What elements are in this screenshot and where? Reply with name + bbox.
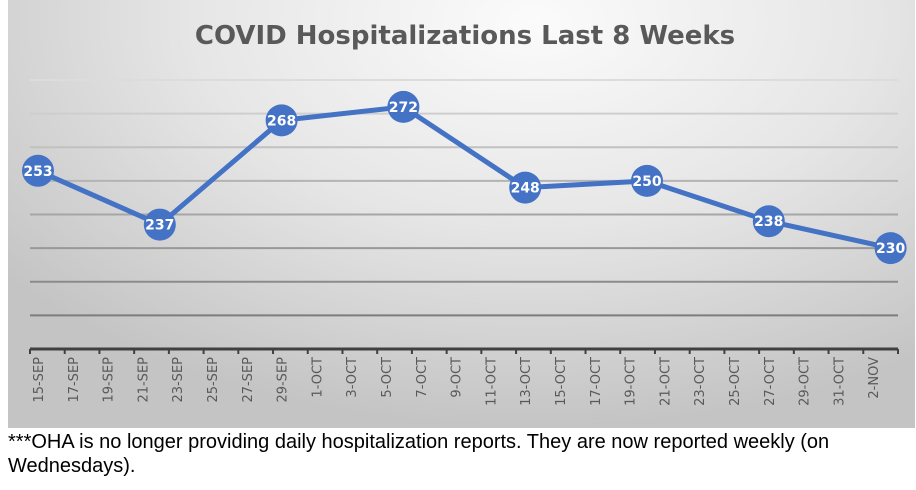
data-label: 248	[511, 181, 540, 197]
x-tick-label: 29-SEP	[276, 357, 291, 403]
data-label: 237	[145, 218, 174, 234]
data-label: 250	[632, 174, 661, 190]
chart-title: COVID Hospitalizations Last 8 Weeks	[195, 21, 735, 51]
series-line	[36, 104, 892, 251]
chart-area: COVID Hospitalizations Last 8 Weeks 15-S…	[8, 0, 915, 428]
x-tick-label: 15-OCT	[554, 357, 569, 406]
data-label: 230	[876, 241, 905, 257]
x-tick-label: 15-SEP	[32, 357, 47, 403]
x-tick-label: 5-OCT	[380, 357, 395, 398]
data-point	[631, 164, 663, 197]
x-tick-label: 9-OCT	[450, 357, 465, 398]
x-tick-label: 1-OCT	[310, 357, 325, 398]
x-tick-label: 11-OCT	[484, 357, 499, 406]
x-tick-label: 19-SEP	[102, 357, 117, 403]
x-tick-label: 27-SEP	[241, 357, 256, 403]
data-point	[387, 90, 420, 123]
x-tick-label: 23-SEP	[171, 357, 186, 403]
x-tick-label: 3-OCT	[345, 357, 360, 398]
x-tick-label: 13-OCT	[519, 357, 534, 406]
footnote: ***OHA is no longer providing daily hosp…	[8, 431, 830, 477]
data-point	[874, 232, 907, 265]
x-tick-label: 25-SEP	[206, 357, 221, 403]
x-tick-label: 27-OCT	[763, 357, 778, 406]
data-label: 238	[754, 214, 783, 230]
x-tick-label: 29-OCT	[798, 357, 813, 406]
x-tick-label: 23-OCT	[693, 357, 708, 406]
line-chart: COVID Hospitalizations Last 8 Weeks 15-S…	[22, 21, 907, 406]
x-tick-label: 17-OCT	[589, 357, 604, 406]
data-point	[143, 208, 176, 241]
data-label: 253	[23, 164, 52, 180]
data-label: 272	[389, 100, 418, 116]
data-label: 268	[267, 113, 296, 129]
x-tick-label: 7-OCT	[415, 357, 430, 398]
x-tick-label: 2-NOV	[867, 357, 882, 399]
x-tick-label: 31-OCT	[832, 357, 847, 406]
x-tick-label: 17-SEP	[67, 357, 82, 403]
x-tick-label: 21-OCT	[658, 357, 673, 406]
x-tick-label: 25-OCT	[728, 357, 743, 406]
data-point	[22, 154, 54, 187]
data-point	[509, 171, 542, 204]
x-tick-label: 19-OCT	[624, 357, 639, 406]
data-point	[265, 104, 298, 137]
x-tick-label: 21-SEP	[136, 357, 151, 403]
data-point	[752, 205, 785, 238]
